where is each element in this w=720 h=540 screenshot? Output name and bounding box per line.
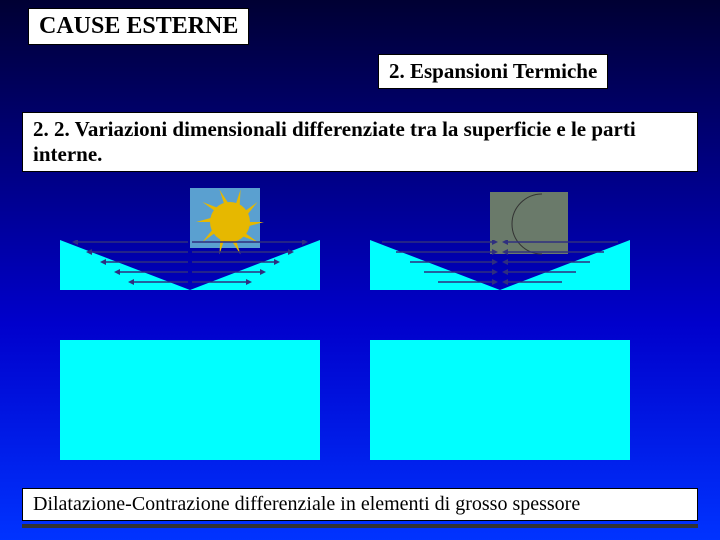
description-box: 2. 2. Variazioni dimensionali differenzi…: [22, 112, 698, 172]
notch-right: [370, 240, 630, 290]
block-left: [60, 340, 320, 460]
block-right: [370, 340, 630, 460]
block-left-group: [60, 290, 320, 460]
block-right-group: [370, 290, 630, 460]
caption-box: Dilatazione-Contrazione differenziale in…: [22, 488, 698, 521]
title-box: CAUSE ESTERNE: [28, 8, 249, 45]
notch-left: [60, 240, 320, 290]
diagram-area: [60, 180, 660, 480]
footer-rule: [22, 524, 698, 528]
subtitle-box: 2. Espansioni Termiche: [378, 54, 608, 89]
